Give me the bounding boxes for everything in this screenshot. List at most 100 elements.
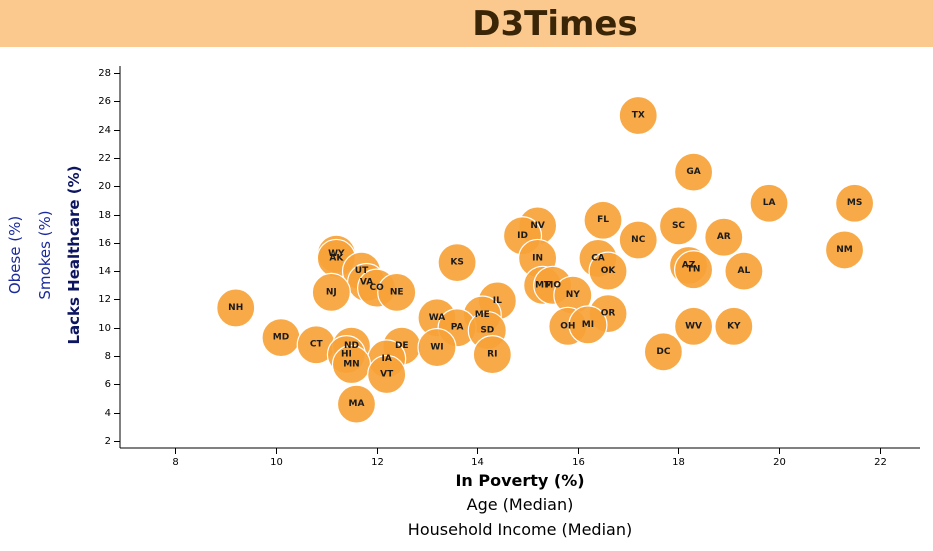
state-label-me: ME [475,310,490,320]
y-tick-label: 10 [98,323,111,334]
state-label-dc: DC [656,347,670,357]
page-title: D3Times [472,4,638,44]
y-axis-title-healthcare[interactable]: Lacks Healthcare (%) [65,165,83,344]
y-tick-label: 24 [98,125,111,136]
x-tick-label: 22 [874,457,887,468]
state-marker-nm[interactable] [824,230,865,270]
state-label-ca: CA [591,253,605,263]
state-marker-ne[interactable] [377,272,417,312]
state-label-ut: UT [355,266,369,276]
state-marker-ga[interactable] [673,152,714,192]
state-label-in: IN [532,253,543,263]
state-marker-ri[interactable] [472,335,512,375]
state-marker-ks[interactable] [437,243,477,283]
y-tick-label: 22 [98,153,111,164]
state-label-ak: AK [329,253,344,263]
state-marker-wv[interactable] [673,306,714,346]
state-label-wv: WV [685,321,702,331]
state-label-sc: SC [672,221,685,231]
state-label-mt: MT [535,280,551,290]
state-marker-nh[interactable] [216,288,256,328]
state-label-ny: NY [566,290,581,300]
state-label-wy: WY [328,249,345,259]
state-marker-fl[interactable] [583,200,623,240]
y-tick-label: 6 [105,379,111,390]
y-tick-label: 16 [98,238,111,249]
x-tick-label: 20 [773,457,786,468]
x-tick-label: 14 [471,457,484,468]
state-label-ar: AR [717,232,731,242]
state-marker-nc[interactable] [618,220,658,260]
y-axis-title-smokes[interactable]: Smokes (%) [36,210,54,299]
y-tick-label: 28 [98,68,111,79]
state-label-wi: WI [430,343,443,353]
state-label-de: DE [395,341,409,351]
state-label-nj: NJ [326,287,337,297]
state-label-ia: IA [382,354,392,364]
state-label-tn: TN [687,265,701,275]
y-tick-label: 8 [105,351,111,362]
y-tick-label: 14 [98,266,111,277]
state-label-nc: NC [631,235,646,245]
state-label-fl: FL [597,215,609,225]
title-banner: D3Times [0,0,933,47]
state-marker-vt[interactable] [367,354,407,395]
state-label-vt: VT [380,369,394,379]
x-axis: 8 10 12 14 16 18 20 22 [120,447,920,468]
state-label-ok: OK [601,266,617,276]
state-marker-al[interactable] [724,251,764,291]
state-label-ri: RI [487,350,497,360]
state-label-ne: NE [390,287,404,297]
x-tick-label: 12 [371,457,384,468]
state-label-ma: MA [349,399,365,409]
state-marker-tn[interactable] [673,250,714,290]
x-tick-label: 8 [172,457,178,468]
state-marker-ar[interactable] [704,217,744,257]
state-label-al: AL [738,266,751,276]
state-label-or: OR [601,309,616,319]
y-tick-label: 26 [98,96,111,107]
state-label-ky: KY [727,321,741,331]
state-label-nv: NV [530,221,545,231]
state-marker-la[interactable] [749,183,789,223]
state-label-az: AZ [682,260,696,270]
state-label-mo: MO [544,280,561,290]
state-label-nh: NH [228,303,243,313]
y-tick-label: 2 [105,436,111,447]
state-label-tx: TX [632,111,645,121]
state-marker-dc[interactable] [643,332,683,372]
state-marker-tx[interactable] [618,95,658,136]
y-tick-label: 12 [98,294,111,305]
state-label-nd: ND [344,341,359,351]
state-label-nm: NM [836,245,853,255]
x-axis-title-poverty[interactable]: In Poverty (%) [455,471,584,490]
y-tick-label: 18 [98,210,111,221]
state-label-ms: MS [847,198,862,208]
x-axis-title-income[interactable]: Household Income (Median) [408,520,632,539]
state-label-id: ID [517,231,528,241]
y-tick-label: 4 [105,408,111,419]
state-label-oh: OH [560,321,575,331]
state-label-ct: CT [310,340,324,350]
state-label-pa: PA [451,323,464,333]
state-marker-ok[interactable] [588,251,628,291]
y-tick-label: 20 [98,181,111,192]
state-label-va: VA [360,277,373,287]
state-marker-nj[interactable] [311,272,351,312]
state-marker-wi[interactable] [417,327,457,368]
x-axis-title-age[interactable]: Age (Median) [467,495,574,514]
state-label-mn: MN [343,360,360,370]
state-marker-mi[interactable] [568,305,608,345]
x-tick-label: 16 [572,457,585,468]
state-label-il: IL [493,296,502,306]
state-marker-ms[interactable] [834,183,875,223]
state-label-la: LA [763,198,776,208]
x-tick-label: 10 [270,457,283,468]
state-marker-ma[interactable] [336,384,377,424]
state-label-wa: WA [429,313,446,323]
state-marker-sc[interactable] [658,206,699,246]
y-axis-title-obese[interactable]: Obese (%) [6,216,24,294]
state-label-co: CO [369,283,384,293]
state-marker-ky[interactable] [714,306,754,346]
